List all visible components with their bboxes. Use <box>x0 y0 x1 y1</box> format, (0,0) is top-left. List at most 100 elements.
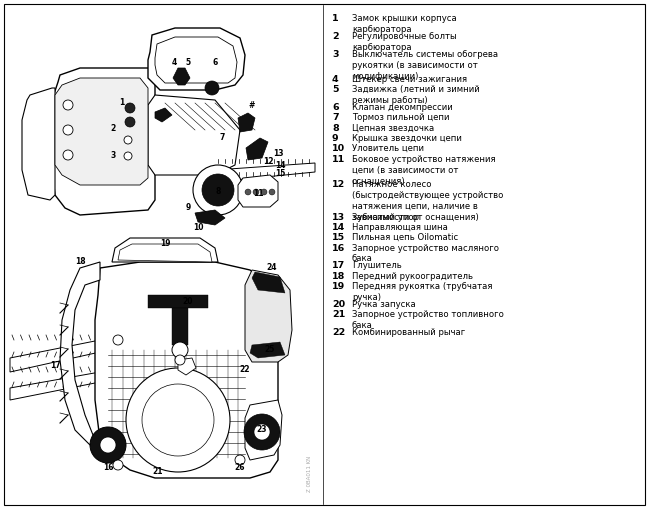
Text: Запорное устройство топливного
бака: Запорное устройство топливного бака <box>352 310 504 330</box>
Circle shape <box>124 152 132 160</box>
Text: Уловитель цепи: Уловитель цепи <box>352 144 424 153</box>
Polygon shape <box>195 210 225 225</box>
Text: 9: 9 <box>332 134 339 143</box>
Circle shape <box>63 150 73 160</box>
Text: 21: 21 <box>153 467 163 476</box>
Text: Зубчатый упор: Зубчатый упор <box>352 213 419 221</box>
Text: 10: 10 <box>332 144 345 153</box>
Circle shape <box>172 342 188 358</box>
Text: Натяжное колесо
(быстродействующее устройство
натяжения цепи, наличие в
зависимо: Натяжное колесо (быстродействующее устро… <box>352 180 503 222</box>
Circle shape <box>261 189 267 195</box>
Polygon shape <box>60 262 100 445</box>
Text: Тормоз пильной цепи: Тормоз пильной цепи <box>352 114 450 122</box>
Polygon shape <box>22 88 55 200</box>
Text: Задвижка (летний и зимний
режимы работы): Задвижка (летний и зимний режимы работы) <box>352 85 480 105</box>
Text: 5: 5 <box>332 85 339 94</box>
Circle shape <box>244 414 280 450</box>
Polygon shape <box>178 358 196 375</box>
Text: 19: 19 <box>160 240 170 248</box>
Text: 25: 25 <box>265 346 275 354</box>
Text: Замок крышки корпуса
карбюратора: Замок крышки корпуса карбюратора <box>352 14 457 34</box>
Text: 12: 12 <box>332 180 345 189</box>
Text: 16: 16 <box>332 243 345 252</box>
Text: 2: 2 <box>332 32 339 41</box>
Circle shape <box>205 81 219 95</box>
Circle shape <box>113 460 123 470</box>
Circle shape <box>245 189 251 195</box>
Text: Выключатель системы обогрева
рукоятки (в зависимости от
модификации): Выключатель системы обогрева рукоятки (в… <box>352 49 498 80</box>
Text: 2: 2 <box>111 124 116 132</box>
Polygon shape <box>148 95 240 175</box>
Text: Боковое устройство натяжения
цепи (в зависимости от
оснащения): Боковое устройство натяжения цепи (в зав… <box>352 155 495 185</box>
Text: 11: 11 <box>332 155 345 163</box>
Text: Штекер свечи зажигания: Штекер свечи зажигания <box>352 75 467 84</box>
Circle shape <box>235 455 245 465</box>
Text: Z 0BA011 KN: Z 0BA011 KN <box>307 456 312 492</box>
Polygon shape <box>50 68 155 215</box>
Text: 6: 6 <box>213 58 218 67</box>
Text: 13: 13 <box>332 213 345 221</box>
Text: 16: 16 <box>103 464 113 472</box>
Polygon shape <box>238 113 255 132</box>
Text: Цепная звездочка: Цепная звездочка <box>352 124 434 133</box>
Text: 21: 21 <box>332 310 345 319</box>
Text: 20: 20 <box>183 297 193 306</box>
Circle shape <box>90 427 126 463</box>
Polygon shape <box>252 272 285 293</box>
Polygon shape <box>250 342 285 358</box>
Polygon shape <box>245 400 282 460</box>
Text: 22: 22 <box>240 365 250 375</box>
Text: Пильная цепь Oilomatic: Пильная цепь Oilomatic <box>352 233 458 242</box>
Text: 7: 7 <box>332 114 339 122</box>
Text: 23: 23 <box>257 426 267 435</box>
Polygon shape <box>155 108 172 122</box>
Text: 8: 8 <box>215 187 221 196</box>
Text: Регулировочные болты
карбюратора: Регулировочные болты карбюратора <box>352 32 456 52</box>
Text: Глушитель: Глушитель <box>352 261 402 270</box>
Text: 6: 6 <box>332 103 339 112</box>
Polygon shape <box>238 175 278 207</box>
Text: 17: 17 <box>332 261 345 270</box>
Polygon shape <box>112 238 218 262</box>
Text: 8: 8 <box>332 124 339 133</box>
Polygon shape <box>10 340 100 372</box>
Polygon shape <box>155 37 237 83</box>
Text: 15: 15 <box>332 233 345 242</box>
Circle shape <box>269 189 275 195</box>
Circle shape <box>125 117 135 127</box>
Polygon shape <box>245 270 292 362</box>
Text: 13: 13 <box>273 149 283 157</box>
Text: 3: 3 <box>332 49 339 59</box>
Text: 20: 20 <box>332 300 345 308</box>
Circle shape <box>193 165 243 215</box>
Text: Клапан декомпрессии: Клапан декомпрессии <box>352 103 453 112</box>
Circle shape <box>124 136 132 144</box>
Text: 10: 10 <box>193 223 203 233</box>
Text: Передний рукооградитель: Передний рукооградитель <box>352 272 473 280</box>
Text: 9: 9 <box>185 204 190 212</box>
Text: 14: 14 <box>275 161 285 171</box>
Polygon shape <box>173 68 190 85</box>
Text: Ручка запуска: Ручка запуска <box>352 300 416 308</box>
Text: #: # <box>249 100 255 109</box>
Circle shape <box>202 174 234 206</box>
Text: 11: 11 <box>253 189 263 199</box>
Text: 3: 3 <box>111 151 116 159</box>
Text: 18: 18 <box>332 272 345 280</box>
Text: 18: 18 <box>75 258 85 267</box>
Polygon shape <box>148 295 208 308</box>
Text: 19: 19 <box>332 282 345 291</box>
Polygon shape <box>215 163 315 182</box>
Text: 7: 7 <box>219 133 225 143</box>
Text: Запорное устройство масляного
бака: Запорное устройство масляного бака <box>352 243 499 264</box>
Text: 24: 24 <box>266 264 278 272</box>
Circle shape <box>126 368 230 472</box>
Text: 26: 26 <box>235 464 245 472</box>
Text: 4: 4 <box>172 58 177 67</box>
Circle shape <box>125 103 135 113</box>
Polygon shape <box>246 138 268 160</box>
Text: 4: 4 <box>332 75 339 84</box>
Circle shape <box>254 424 270 440</box>
Text: 14: 14 <box>332 223 345 232</box>
Circle shape <box>63 125 73 135</box>
